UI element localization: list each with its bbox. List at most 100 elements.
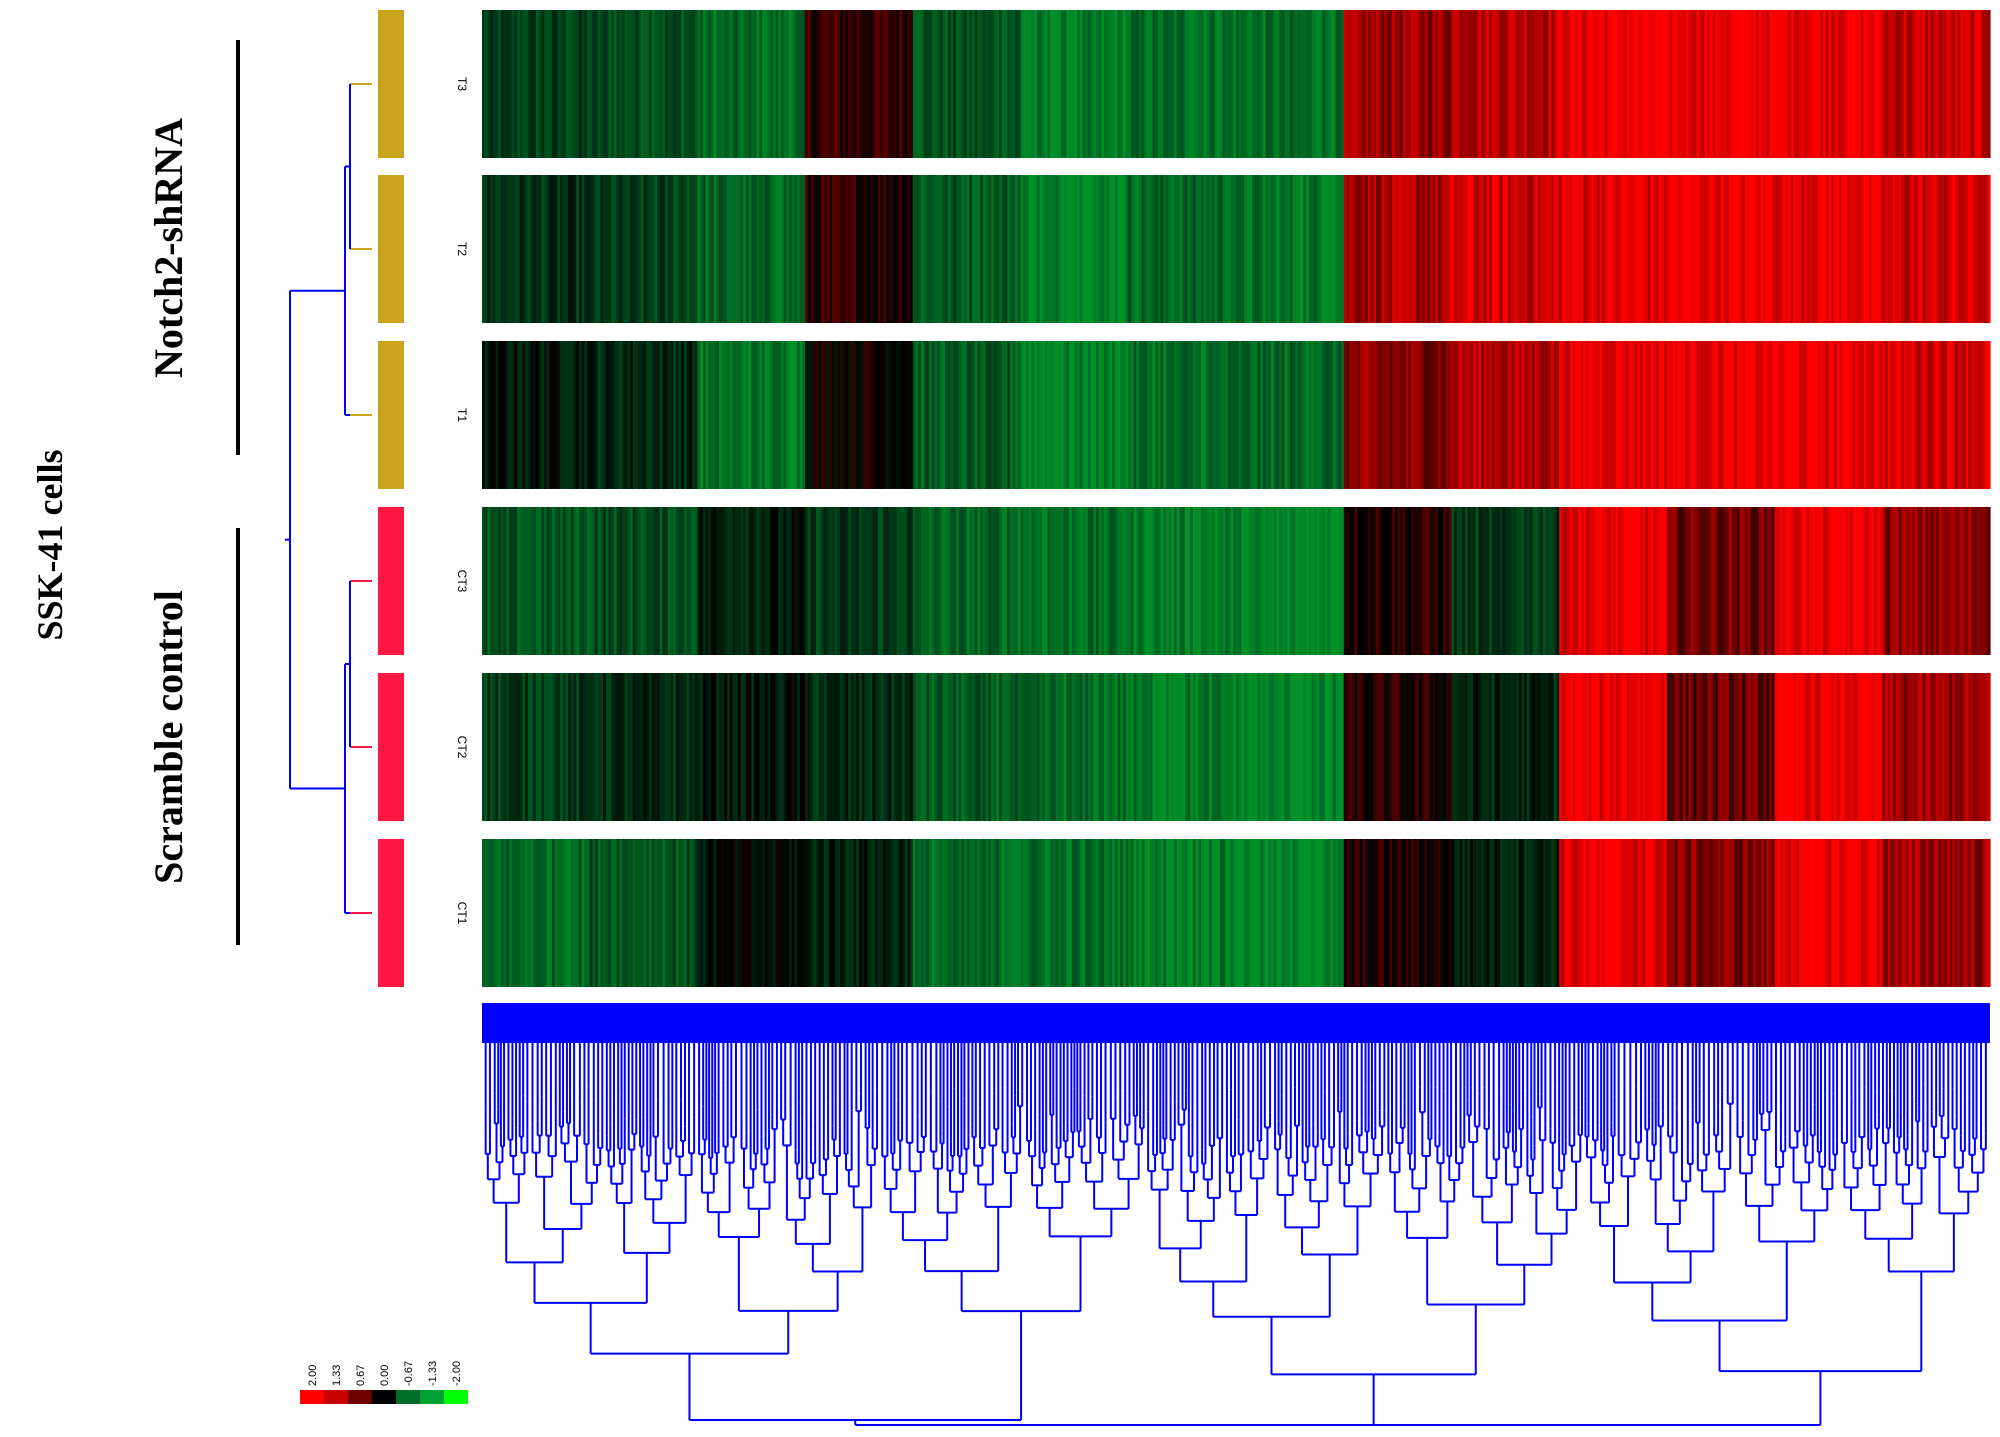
heatmap-cell bbox=[1701, 839, 1706, 987]
heatmap-cell bbox=[1551, 839, 1555, 987]
heatmap-cell bbox=[1971, 10, 1975, 158]
heatmap-cell bbox=[697, 10, 701, 158]
heatmap-cell bbox=[708, 175, 712, 323]
heatmap-cell bbox=[899, 507, 903, 655]
heatmap-cell bbox=[1526, 175, 1531, 323]
heatmap-cell bbox=[929, 839, 933, 987]
heatmap-cell bbox=[1257, 10, 1261, 158]
heatmap-cell bbox=[980, 341, 984, 489]
heatmap-cell bbox=[840, 507, 844, 655]
heatmap-cell bbox=[1470, 673, 1474, 821]
heatmap-cell bbox=[578, 341, 583, 489]
heatmap-cell bbox=[665, 839, 669, 987]
heatmap-cell bbox=[1954, 175, 1959, 323]
heatmap-cell bbox=[1736, 507, 1741, 655]
heatmap-cell bbox=[1720, 175, 1724, 323]
heatmap-cell bbox=[1809, 839, 1813, 987]
heatmap-cell bbox=[527, 341, 532, 489]
heatmap-cell bbox=[1349, 673, 1353, 821]
heatmap-cell bbox=[1373, 839, 1377, 987]
heatmap-cell bbox=[1254, 839, 1259, 987]
heatmap-cell bbox=[1836, 10, 1840, 158]
heatmap-cell bbox=[508, 10, 513, 158]
heatmap-cell bbox=[1074, 673, 1078, 821]
heatmap-cell bbox=[1160, 507, 1164, 655]
heatmap-cell bbox=[926, 839, 930, 987]
heatmap-cell bbox=[1524, 175, 1528, 323]
heatmap-cell bbox=[1621, 507, 1625, 655]
heatmap-cell bbox=[799, 673, 804, 821]
heatmap-cell bbox=[896, 839, 900, 987]
heatmap-cell bbox=[1564, 10, 1568, 158]
heatmap-cell bbox=[1456, 673, 1461, 821]
heatmap-cell bbox=[1475, 839, 1479, 987]
heatmap-cell bbox=[1257, 839, 1261, 987]
heatmap-cell bbox=[1631, 673, 1636, 821]
heatmap-cell bbox=[1421, 341, 1426, 489]
heatmap-cell bbox=[1720, 673, 1724, 821]
heatmap-cell bbox=[1769, 341, 1773, 489]
heatmap-cell bbox=[988, 10, 992, 158]
heatmap-cell bbox=[891, 839, 895, 987]
heatmap-cell bbox=[904, 507, 909, 655]
heatmap-cell bbox=[1039, 673, 1043, 821]
heatmap-cell bbox=[1071, 175, 1076, 323]
heatmap-cell bbox=[1621, 10, 1625, 158]
heatmap-cell bbox=[624, 175, 629, 323]
heatmap-cell bbox=[1031, 839, 1035, 987]
heatmap-cell bbox=[1618, 839, 1622, 987]
heatmap-cell bbox=[1661, 673, 1665, 821]
heatmap-cell bbox=[1464, 10, 1469, 158]
heatmap-cell bbox=[974, 507, 979, 655]
heatmap-cell bbox=[1683, 175, 1687, 323]
heatmap-cell bbox=[1039, 10, 1043, 158]
heatmap-cell bbox=[1793, 507, 1797, 655]
heatmap-cell bbox=[950, 341, 954, 489]
heatmap-cell bbox=[1911, 839, 1916, 987]
heatmap-cell bbox=[799, 175, 804, 323]
heatmap-cell bbox=[1389, 507, 1393, 655]
heatmap-cell bbox=[1596, 507, 1601, 655]
heatmap-cell bbox=[1626, 507, 1630, 655]
heatmap-cell bbox=[1707, 10, 1711, 158]
heatmap-cell bbox=[1322, 175, 1326, 323]
heatmap-cell bbox=[1946, 341, 1951, 489]
heatmap-cell bbox=[1122, 10, 1127, 158]
heatmap-cell bbox=[683, 507, 688, 655]
heatmap-cell bbox=[1704, 673, 1708, 821]
heatmap-cell bbox=[762, 673, 766, 821]
heatmap-cell bbox=[802, 507, 806, 655]
heatmap-cell bbox=[1268, 673, 1272, 821]
heatmap-cell bbox=[1324, 341, 1329, 489]
heatmap-cell bbox=[1952, 175, 1956, 323]
heatmap-cell bbox=[632, 341, 637, 489]
heatmap-cell bbox=[745, 175, 750, 323]
heatmap-cell bbox=[1095, 507, 1100, 655]
heatmap-cell bbox=[794, 10, 798, 158]
heatmap-cell bbox=[1771, 839, 1776, 987]
heatmap-cell bbox=[1316, 175, 1321, 323]
heatmap-cell bbox=[1332, 839, 1337, 987]
heatmap-cell bbox=[1542, 175, 1547, 323]
heatmap-cell bbox=[877, 341, 882, 489]
heatmap-cell bbox=[1704, 175, 1708, 323]
heatmap-cell bbox=[1031, 175, 1035, 323]
heatmap-cell bbox=[1144, 341, 1148, 489]
heatmap-cell bbox=[980, 673, 984, 821]
heatmap-cell bbox=[953, 341, 957, 489]
heatmap-cell bbox=[788, 673, 793, 821]
heatmap-cell bbox=[1739, 10, 1743, 158]
heatmap-cell bbox=[702, 175, 707, 323]
heatmap-cell bbox=[1971, 839, 1975, 987]
heatmap-cell bbox=[1979, 175, 1983, 323]
heatmap-cell bbox=[1090, 175, 1094, 323]
heatmap-cell bbox=[1071, 341, 1076, 489]
heatmap-cell bbox=[562, 341, 567, 489]
heatmap-cell bbox=[511, 673, 515, 821]
heatmap-cell bbox=[791, 341, 795, 489]
heatmap-cell bbox=[880, 839, 884, 987]
heatmap-cell bbox=[869, 10, 874, 158]
heatmap-cell bbox=[996, 10, 1000, 158]
heatmap-cell bbox=[1860, 341, 1865, 489]
